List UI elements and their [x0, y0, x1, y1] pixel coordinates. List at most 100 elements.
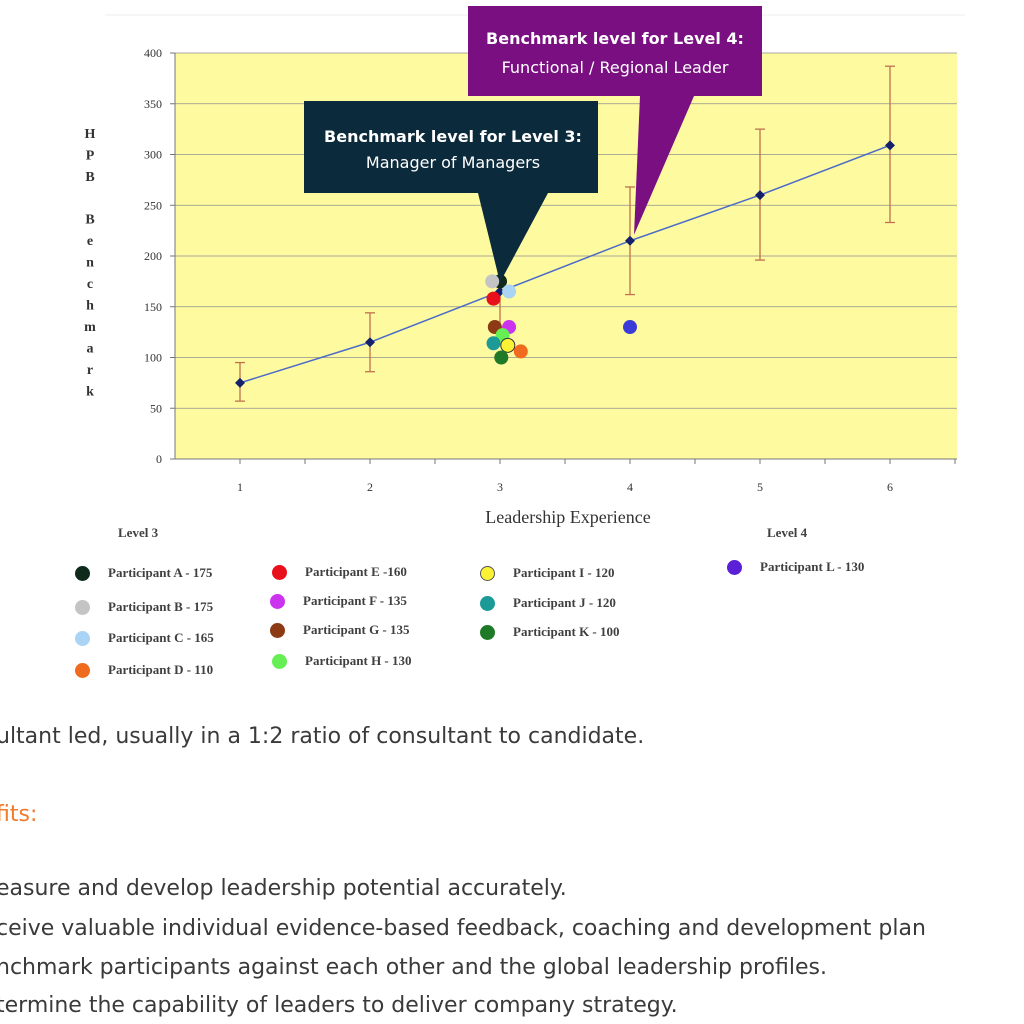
body-paragraph: ultant led, usually in a 1:2 ratio of co… [0, 724, 645, 749]
legend-item: Participant L - 130 [727, 559, 864, 575]
legend-item: Participant A - 175 [75, 565, 212, 581]
x-tick-label: 1 [237, 480, 243, 494]
callout-level4: Benchmark level for Level 4: Functional … [468, 6, 762, 235]
legend-label: Participant I - 120 [513, 565, 615, 580]
bullet-item: ceive valuable individual evidence-based… [0, 916, 926, 941]
callout-level4-box [468, 6, 762, 235]
x-axis-title: Leadership Experience [485, 507, 650, 527]
participant-point [486, 291, 501, 306]
legend-item: Participant I - 120 [480, 565, 614, 581]
x-tick-label: 6 [887, 480, 893, 494]
legend-swatch [727, 559, 742, 575]
legend-swatch [75, 599, 90, 615]
legend-label: Participant K - 100 [513, 624, 620, 639]
participant-point [623, 320, 637, 335]
y-axis-title-letter: m [84, 320, 96, 335]
participant-point [513, 344, 528, 359]
bullet-item: termine the capability of leaders to del… [0, 993, 678, 1018]
y-tick-label: 250 [144, 198, 162, 212]
legend-item: Participant H - 130 [272, 653, 412, 669]
legend-item: Participant C - 165 [75, 630, 214, 646]
callout-level4-subtitle: Functional / Regional Leader [502, 58, 729, 77]
y-tick-label: 200 [144, 249, 162, 263]
callout-level3-subtitle: Manager of Managers [366, 153, 540, 172]
legend-heading-level4: Level 4 [767, 525, 808, 540]
bullet-item: nchmark participants against each other … [0, 955, 827, 980]
legend-swatch [75, 662, 90, 678]
x-tick-label: 4 [627, 480, 633, 494]
participant-point [502, 284, 517, 299]
legend-swatch [272, 653, 287, 669]
x-tick-label: 5 [757, 480, 763, 494]
legend-item: Participant G - 135 [270, 622, 410, 638]
participant-points [485, 274, 637, 365]
x-tick-labels: 1 2 3 4 5 6 [237, 459, 956, 494]
participant-point [485, 274, 500, 289]
legend-swatch [480, 595, 495, 611]
y-tick-label: 150 [144, 300, 162, 314]
legend-label: Participant B - 175 [108, 599, 214, 614]
legend-swatch [270, 622, 285, 638]
benchmark-line [239, 144, 891, 384]
y-axis-title-letter: P [86, 149, 95, 164]
x-tick-label: 2 [367, 480, 373, 494]
legend-swatch [75, 565, 90, 581]
y-tick-label: 300 [144, 148, 162, 162]
legend-label: Participant H - 130 [305, 653, 412, 668]
legend-label: Participant D - 110 [108, 662, 214, 677]
legend-item: Participant K - 100 [480, 624, 620, 640]
legend-item: Participant F - 135 [270, 593, 407, 609]
participant-point [486, 336, 501, 351]
bullet-item: easure and develop leadership potential … [0, 876, 567, 901]
y-tick-label: 350 [144, 97, 162, 111]
y-axis-title-letter: a [87, 342, 94, 357]
legend-item: Participant B - 175 [75, 599, 213, 615]
y-tick-label: 0 [156, 452, 162, 466]
legend-swatch [272, 564, 287, 580]
y-axis-title-letter: e [87, 234, 93, 249]
legend-label: Participant L - 130 [760, 559, 865, 574]
y-axis-title-letter: n [86, 256, 94, 271]
legend-swatch [75, 630, 90, 646]
benchmark-point [885, 140, 895, 151]
legend-item: Participant D - 110 [75, 662, 213, 678]
benchmark-markers [235, 140, 895, 388]
y-axis-title-letter: r [87, 363, 93, 378]
section-heading: fits: [0, 802, 38, 827]
participant-point [500, 337, 516, 353]
y-tick-label: 100 [144, 351, 162, 365]
y-axis-title-letter: B [85, 170, 94, 185]
legend-item: Participant E -160 [272, 564, 407, 580]
legend-item: Participant J - 120 [480, 595, 616, 611]
y-tick-labels: 0 50 100 150 200 250 300 350 400 [144, 46, 175, 466]
legend-label: Participant F - 135 [303, 593, 407, 608]
legend-label: Participant G - 135 [303, 622, 410, 637]
legend-label: Participant C - 165 [108, 630, 214, 645]
y-tick-label: 400 [144, 46, 162, 60]
legend-label: Participant A - 175 [108, 565, 213, 580]
y-axis-title-letter: B [85, 213, 94, 228]
benchmark-point [625, 235, 635, 246]
legend-heading-level3: Level 3 [118, 525, 159, 540]
legend-swatch [270, 593, 285, 609]
benchmark-point [365, 337, 375, 348]
benchmark-point [235, 377, 245, 388]
legend-swatch [480, 565, 495, 581]
y-axis-title-letter: k [86, 385, 94, 400]
callout-level3-box [304, 101, 598, 283]
y-axis-title-letter: H [85, 127, 96, 142]
legend-label: Participant J - 120 [513, 595, 616, 610]
legend-swatch [480, 624, 495, 640]
callout-level3-title: Benchmark level for Level 3: [324, 127, 582, 146]
y-tick-label: 50 [150, 401, 162, 415]
y-axis-title-letter: c [87, 277, 93, 292]
legend-label: Participant E -160 [305, 564, 407, 579]
participant-point [494, 350, 509, 365]
callout-level4-title: Benchmark level for Level 4: [486, 29, 744, 48]
benchmark-point [755, 190, 765, 201]
callout-level3: Benchmark level for Level 3: Manager of … [304, 101, 598, 283]
y-axis-title-letter: h [86, 299, 94, 314]
x-tick-label: 3 [497, 480, 503, 494]
